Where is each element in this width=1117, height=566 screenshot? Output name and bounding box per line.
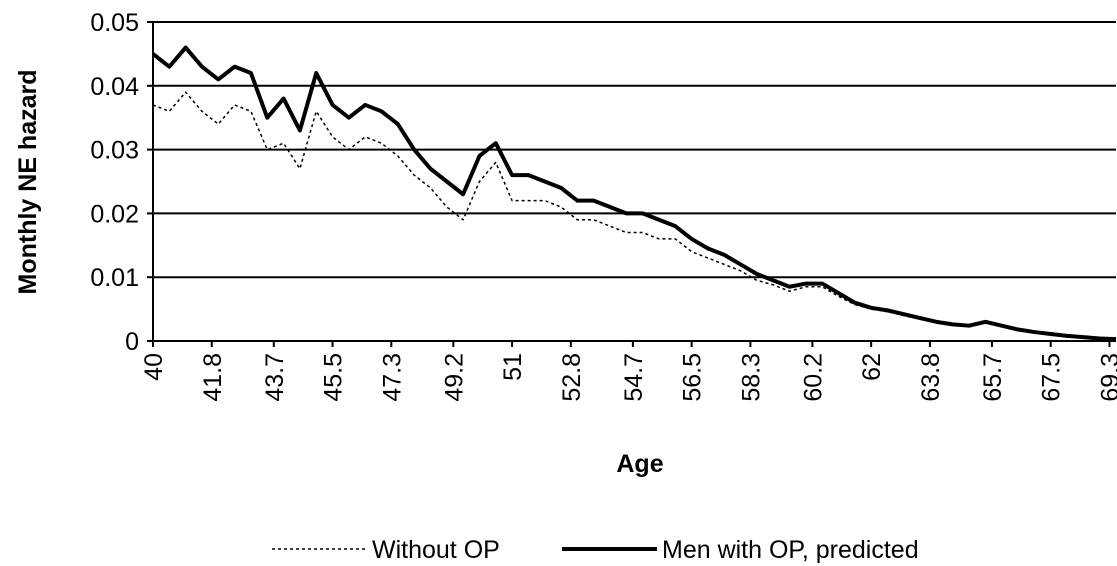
- y-tick-label: 0.02: [90, 200, 139, 228]
- x-tick-label: 52.8: [558, 353, 586, 402]
- y-tick-label: 0.05: [90, 9, 139, 37]
- x-tick-label: 67.5: [1038, 353, 1066, 402]
- x-tick-label: 62: [858, 353, 886, 381]
- x-tick-label: 51: [499, 353, 527, 381]
- x-tick-label: 41.8: [199, 353, 227, 402]
- x-tick-label: 49.2: [440, 353, 468, 402]
- x-tick-label: 60.2: [799, 353, 827, 402]
- legend-label: Men with OP, predicted: [662, 536, 919, 564]
- y-tick-label: 0.04: [90, 73, 139, 101]
- data-line: [151, 45, 1117, 342]
- x-tick-label: 63.8: [917, 353, 945, 402]
- y-axis-label: Monthly NE hazard: [14, 69, 42, 294]
- x-tick-label: 54.7: [620, 353, 648, 402]
- x-tick-label: 65.7: [979, 353, 1007, 402]
- legend-label: Without OP: [372, 536, 500, 564]
- y-tick-label: 0: [125, 328, 139, 356]
- x-tick-label: 58.3: [737, 353, 765, 402]
- x-tick-label: 45.5: [320, 353, 348, 402]
- x-tick-label: 40: [140, 353, 168, 381]
- x-tick-label: 47.3: [378, 353, 406, 402]
- y-tick-label: 0.01: [90, 264, 139, 292]
- x-tick-label: 43.7: [261, 353, 289, 402]
- y-tick-label: 0.03: [90, 137, 139, 165]
- x-tick-label: 69.3: [1096, 353, 1117, 402]
- x-axis-label: Age: [616, 450, 663, 478]
- x-tick-label: 56.5: [679, 353, 707, 402]
